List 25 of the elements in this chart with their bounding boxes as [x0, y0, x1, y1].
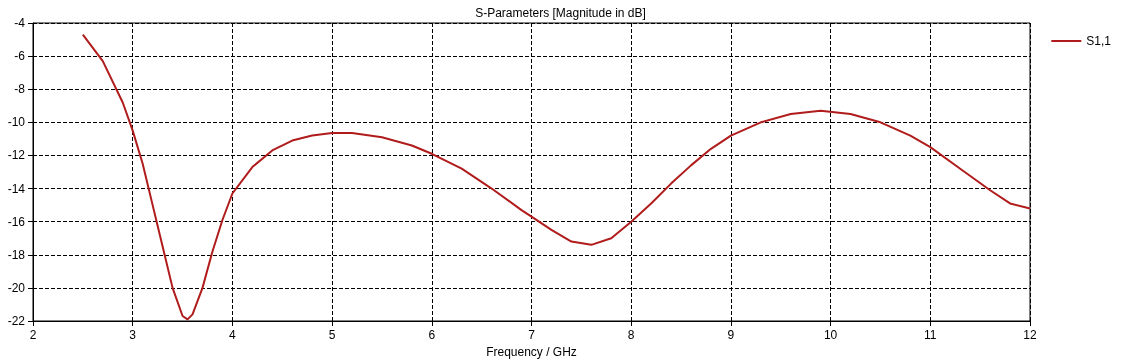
y-tick-label: -4 [14, 16, 26, 30]
x-tick-label: 5 [328, 328, 336, 342]
y-tick-label: -12 [7, 148, 26, 163]
x-tick-label: 9 [727, 328, 735, 342]
x-tick-label: 10 [823, 328, 838, 342]
y-tick-label: -14 [7, 181, 26, 196]
y-tick-label: -18 [7, 247, 26, 262]
x-tick-label: 8 [627, 328, 635, 342]
y-tick-label: -16 [7, 214, 26, 229]
x-tick-label: 2 [29, 328, 37, 342]
x-tick-label: 3 [129, 328, 137, 342]
y-tick-label: -8 [14, 82, 26, 97]
x-axis-title: Frequency / GHz [486, 344, 577, 359]
x-tick-label: 7 [528, 328, 536, 342]
legend-label: S1,1 [1086, 34, 1112, 48]
x-tick-label: 4 [229, 328, 237, 342]
chart-title: S-Parameters [Magnitude in dB] [475, 6, 646, 20]
x-tick-label: 6 [428, 328, 436, 342]
y-tick-label: -6 [14, 49, 26, 64]
line-series [81, 33, 1031, 321]
y-tick-label: -20 [7, 280, 26, 295]
x-tick-label: 11 [924, 328, 937, 342]
x-tick-label: 12 [1023, 328, 1037, 342]
y-tick-label: -10 [7, 115, 26, 130]
y-tick-label: -22 [7, 314, 26, 328]
